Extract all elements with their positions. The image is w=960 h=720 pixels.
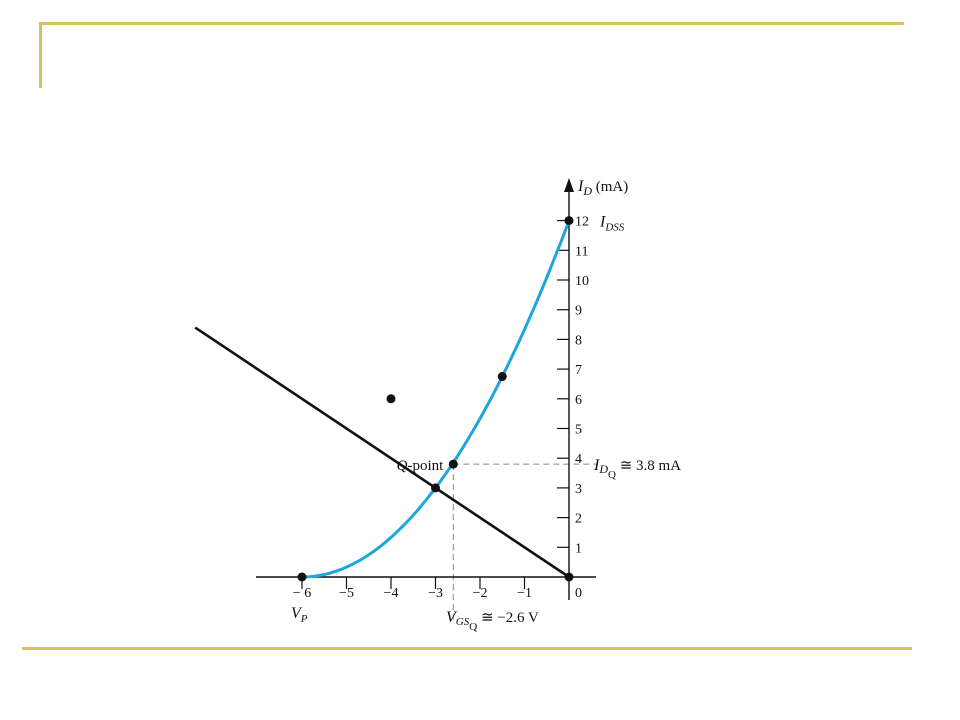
y-tick-label: 8 xyxy=(575,333,582,348)
origin-label: 0 xyxy=(575,586,582,601)
x-tick-label: −4 xyxy=(384,586,399,601)
x-tick-label: −2 xyxy=(473,586,488,601)
y-axis-arrowhead xyxy=(564,178,574,192)
bias-point xyxy=(564,572,574,582)
idq-symbol: I xyxy=(593,457,600,474)
y-axis-symbol: I xyxy=(577,178,584,195)
vp-symbol: V xyxy=(291,605,303,622)
y-tick-label: 11 xyxy=(575,244,588,259)
q-point-label-q: Q xyxy=(397,458,408,474)
frame-bottom-rule xyxy=(22,647,912,650)
vp-subscript: P xyxy=(300,613,308,625)
q-point-label: Q-point xyxy=(397,458,445,474)
y-axis-title: ID (mA) xyxy=(577,178,628,198)
bias-point xyxy=(386,394,396,404)
x-tick-label: −1 xyxy=(517,586,532,601)
idq-value: ≅ 3.8 mA xyxy=(616,458,681,474)
y-axis-subscript: D xyxy=(582,184,592,198)
y-tick-label: 6 xyxy=(575,393,582,408)
bias-line xyxy=(194,326,570,579)
y-tick-label: 5 xyxy=(575,423,582,438)
frame-top-rule xyxy=(40,22,904,25)
vgsq-symbol: V xyxy=(446,609,458,626)
vgsq-label: VGSQ ≅ −2.6 V xyxy=(446,609,539,633)
idq-subsubscript: Q xyxy=(608,469,616,481)
y-tick-label: 9 xyxy=(575,304,582,319)
idq-label: IDQ ≅ 3.8 mA xyxy=(593,457,681,481)
idss-symbol: I xyxy=(599,214,606,231)
y-tick-label: 12 xyxy=(575,215,589,230)
y-tick-label: 3 xyxy=(575,482,582,497)
transfer-curve xyxy=(301,220,571,579)
idq-subscript: D xyxy=(598,462,608,476)
transfer-point xyxy=(297,572,307,582)
transfer-point xyxy=(497,372,507,382)
x-tick-label: − 6 xyxy=(293,586,311,601)
frame-left-rule xyxy=(39,22,42,88)
transfer-point xyxy=(431,483,440,493)
idss-label: IDSS xyxy=(599,214,625,234)
x-tick-label: −3 xyxy=(428,586,443,601)
vgsq-value: ≅ −2.6 V xyxy=(477,610,539,626)
y-tick-label: 2 xyxy=(575,512,582,527)
transfer-point xyxy=(564,216,574,226)
y-axis-unit: (mA) xyxy=(592,179,628,195)
q-point-label-rest: -point xyxy=(407,458,444,474)
vp-label: VP xyxy=(291,605,308,625)
x-tick-label: −5 xyxy=(339,586,354,601)
y-tick-label: 4 xyxy=(575,452,582,467)
idss-subscript: DSS xyxy=(604,222,624,234)
q-point-marker xyxy=(448,459,458,469)
vgsq-subscript: GS xyxy=(456,616,470,628)
y-tick-label: 10 xyxy=(575,274,589,289)
y-tick-label: 1 xyxy=(575,541,582,556)
y-tick-label: 7 xyxy=(575,363,582,378)
vgsq-subsubscript: Q xyxy=(469,621,477,633)
